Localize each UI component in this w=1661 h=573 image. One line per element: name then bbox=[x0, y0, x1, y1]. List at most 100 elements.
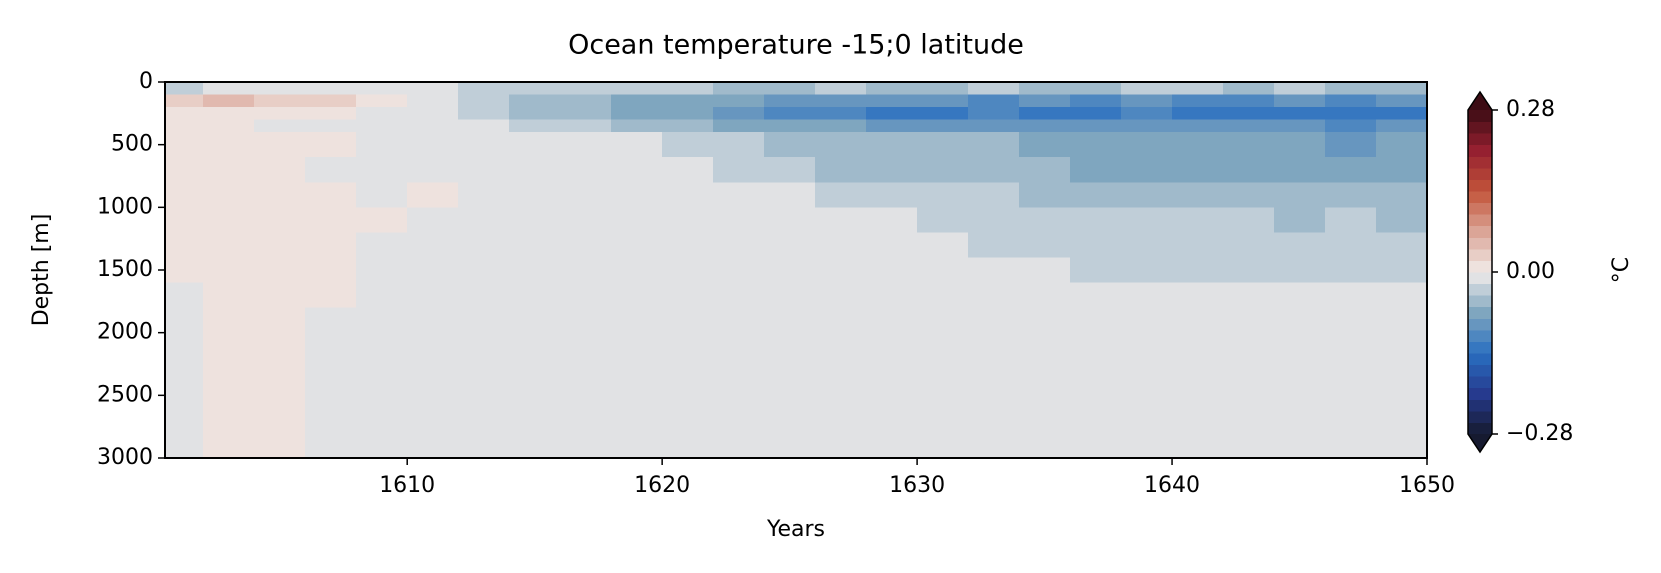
colorbar-band bbox=[1468, 237, 1492, 250]
heatmap-cell bbox=[764, 257, 816, 284]
x-tick-label: 1610 bbox=[379, 473, 435, 498]
heatmap-cell bbox=[1376, 232, 1428, 259]
heatmap-cell bbox=[1274, 157, 1326, 183]
heatmap-cell bbox=[764, 232, 816, 259]
colorbar-band bbox=[1468, 410, 1492, 423]
heatmap-cell bbox=[1070, 82, 1122, 96]
heatmap-cell bbox=[509, 132, 561, 158]
x-tick-label: 1620 bbox=[634, 473, 690, 498]
colorbar-band bbox=[1468, 283, 1492, 296]
heatmap-cell bbox=[611, 182, 663, 208]
heatmap-cell bbox=[866, 332, 918, 396]
heatmap-cell bbox=[1223, 119, 1275, 133]
heatmap-cell bbox=[917, 232, 969, 259]
heatmap-cell bbox=[1274, 257, 1326, 284]
heatmap-cell bbox=[254, 157, 306, 183]
heatmap-cell bbox=[713, 332, 765, 396]
heatmap-cell bbox=[1274, 182, 1326, 208]
heatmap-cell bbox=[509, 395, 561, 459]
heatmap-cell bbox=[917, 395, 969, 459]
heatmap-cell bbox=[1019, 395, 1071, 459]
heatmap-cell bbox=[1274, 207, 1326, 233]
heatmap-cell bbox=[1376, 94, 1428, 108]
heatmap-cell bbox=[1376, 119, 1428, 133]
heatmap-cell bbox=[407, 282, 459, 309]
colorbar-band bbox=[1468, 110, 1492, 123]
heatmap-cell bbox=[1376, 182, 1428, 208]
heatmap-cell bbox=[407, 257, 459, 284]
heatmap-cell bbox=[1223, 307, 1275, 334]
heatmap-cell bbox=[764, 119, 816, 133]
heatmap-cell bbox=[866, 395, 918, 459]
heatmap-cell bbox=[1172, 232, 1224, 259]
colorbar-tick-label: 0.00 bbox=[1506, 259, 1555, 284]
colorbar-band bbox=[1468, 225, 1492, 238]
colorbar-label: °C bbox=[1609, 257, 1634, 283]
heatmap-cell bbox=[713, 282, 765, 309]
heatmap-cell bbox=[305, 119, 357, 133]
heatmap-cell bbox=[815, 82, 867, 96]
heatmap-cell bbox=[1223, 332, 1275, 396]
x-tick-label: 1650 bbox=[1399, 473, 1455, 498]
heatmap-cell bbox=[815, 307, 867, 334]
heatmap-cell bbox=[1019, 282, 1071, 309]
heatmap-cell bbox=[1325, 282, 1377, 309]
heatmap-cell bbox=[1070, 182, 1122, 208]
heatmap-cell bbox=[1376, 82, 1428, 96]
heatmap-cell bbox=[203, 395, 255, 459]
colorbar-extend bbox=[1468, 434, 1492, 452]
heatmap-cell bbox=[458, 257, 510, 284]
heatmap-cell bbox=[203, 332, 255, 396]
heatmap-cell bbox=[165, 282, 204, 309]
heatmap-cell bbox=[1376, 107, 1428, 121]
heatmap-cell bbox=[254, 282, 306, 309]
heatmap-cell bbox=[1274, 282, 1326, 309]
colorbar-band bbox=[1468, 387, 1492, 400]
heatmap-cell bbox=[165, 307, 204, 334]
heatmap-cell bbox=[356, 157, 408, 183]
heatmap-cell bbox=[203, 107, 255, 121]
heatmap-cell bbox=[407, 107, 459, 121]
heatmap-cell bbox=[1274, 132, 1326, 158]
heatmap-cell bbox=[917, 307, 969, 334]
heatmap-cell bbox=[815, 182, 867, 208]
heatmap-cell bbox=[866, 282, 918, 309]
heatmap-cell bbox=[254, 82, 306, 96]
heatmap-cell bbox=[1223, 157, 1275, 183]
heatmap-cell bbox=[560, 119, 612, 133]
heatmap-cell bbox=[458, 82, 510, 96]
heatmap-cell bbox=[1172, 82, 1224, 96]
heatmap-cell bbox=[1274, 232, 1326, 259]
heatmap-cell bbox=[1172, 157, 1224, 183]
heatmap-cell bbox=[1121, 182, 1173, 208]
heatmap-cell bbox=[407, 82, 459, 96]
heatmap-cell bbox=[815, 257, 867, 284]
colorbar-band bbox=[1468, 318, 1492, 331]
heatmap-cell bbox=[1274, 94, 1326, 108]
heatmap-cell bbox=[458, 132, 510, 158]
heatmap-cell bbox=[458, 395, 510, 459]
heatmap-cell bbox=[165, 332, 204, 396]
heatmap-cell bbox=[356, 182, 408, 208]
heatmap-cell bbox=[356, 232, 408, 259]
heatmap-cell bbox=[662, 107, 714, 121]
heatmap-cell bbox=[917, 119, 969, 133]
heatmap-cell bbox=[165, 257, 204, 284]
heatmap-cell bbox=[305, 207, 357, 233]
heatmap-cell bbox=[713, 132, 765, 158]
colorbar-band bbox=[1468, 272, 1492, 285]
y-tick-label: 1500 bbox=[97, 257, 153, 282]
heatmap-cell bbox=[1172, 132, 1224, 158]
y-tick-label: 0 bbox=[139, 69, 153, 94]
heatmap-cell bbox=[305, 282, 357, 309]
heatmap-cell bbox=[560, 282, 612, 309]
heatmap-cell bbox=[509, 182, 561, 208]
heatmap-cell bbox=[917, 282, 969, 309]
heatmap-cell bbox=[662, 82, 714, 96]
heatmap-cell bbox=[356, 107, 408, 121]
heatmap-cell bbox=[1070, 119, 1122, 133]
colorbar-band bbox=[1468, 156, 1492, 169]
y-axis-label: Depth [m] bbox=[29, 214, 54, 327]
heatmap-cell bbox=[815, 207, 867, 233]
colorbar-band bbox=[1468, 144, 1492, 157]
